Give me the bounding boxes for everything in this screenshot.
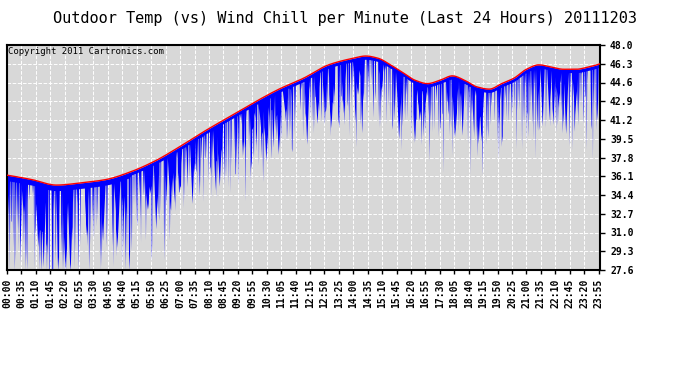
Text: Outdoor Temp (vs) Wind Chill per Minute (Last 24 Hours) 20111203: Outdoor Temp (vs) Wind Chill per Minute …: [53, 11, 637, 26]
Text: Copyright 2011 Cartronics.com: Copyright 2011 Cartronics.com: [8, 47, 164, 56]
